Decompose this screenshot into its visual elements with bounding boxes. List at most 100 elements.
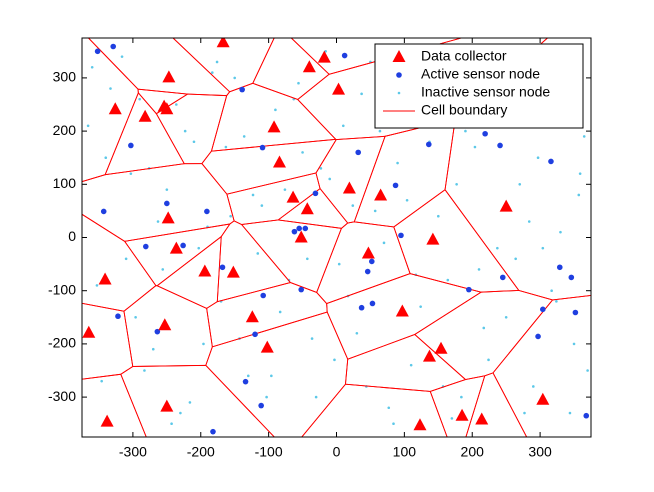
active-node <box>110 43 117 50</box>
active-node <box>556 264 563 271</box>
cell-boundary <box>429 375 486 437</box>
cell-boundary <box>82 163 235 242</box>
inactive-node <box>251 193 255 197</box>
inactive-node <box>518 183 522 186</box>
data-collector <box>395 304 409 317</box>
inactive-node <box>120 55 124 58</box>
cell-boundary <box>252 38 330 100</box>
inactive-node <box>256 252 260 255</box>
inactive-node <box>482 326 486 330</box>
inactive-node <box>192 140 196 144</box>
inactive-node <box>165 188 169 191</box>
inactive-node <box>306 257 309 261</box>
inactive-node <box>197 246 201 250</box>
inactive-node <box>246 374 250 378</box>
data-collector <box>267 120 281 133</box>
active-node <box>398 232 404 239</box>
inactive-node <box>523 411 526 415</box>
data-collector <box>413 418 427 431</box>
inactive-node <box>568 411 572 415</box>
active-node <box>548 158 554 165</box>
inactive-node <box>527 220 531 223</box>
inactive-node <box>86 124 90 128</box>
active-node <box>392 182 399 189</box>
cell-boundary <box>277 187 349 229</box>
inactive-node <box>156 220 160 223</box>
legend-symbol <box>397 91 401 95</box>
inactive-node <box>170 422 173 426</box>
active-node <box>302 225 309 232</box>
inactive-node <box>477 268 481 271</box>
cell-boundary <box>492 294 591 437</box>
legend-box <box>374 43 584 129</box>
data-collector <box>272 155 286 168</box>
cell-boundary <box>120 364 275 437</box>
cell-boundary <box>414 289 554 381</box>
inactive-node <box>297 81 300 85</box>
inactive-node <box>104 156 108 159</box>
data-collector <box>216 38 230 48</box>
inactive-node <box>138 97 141 101</box>
inactive-node <box>301 151 304 154</box>
inactive-node <box>183 129 187 133</box>
inactive-node <box>143 369 146 372</box>
active-node <box>583 412 590 419</box>
inactive-node <box>179 411 182 415</box>
inactive-node <box>446 278 450 282</box>
active-node <box>94 48 101 55</box>
data-collector <box>108 102 122 115</box>
inactive-node <box>405 198 409 202</box>
data-collector <box>169 241 183 254</box>
data-collector <box>245 310 259 323</box>
inactive-node <box>437 214 440 218</box>
data-collector <box>317 50 331 63</box>
inactive-node <box>559 230 562 234</box>
cell-boundary <box>216 220 292 303</box>
data-collector <box>426 232 440 245</box>
active-node <box>535 333 541 340</box>
inactive-node <box>260 204 264 207</box>
inactive-node <box>355 331 359 335</box>
active-node <box>115 313 121 320</box>
data-collector <box>499 199 513 212</box>
inactive-node <box>419 305 422 308</box>
inactive-node <box>202 342 205 346</box>
cell-boundary <box>82 373 147 437</box>
cell-boundary <box>344 333 467 392</box>
y-tick-label: 100 <box>53 175 77 191</box>
inactive-node <box>224 145 228 149</box>
data-collector <box>286 190 300 203</box>
data-collector <box>82 325 96 338</box>
cell-boundary <box>393 189 520 293</box>
data-collector <box>160 399 174 412</box>
data-collector <box>302 60 316 73</box>
cell-boundary <box>206 282 328 348</box>
inactive-node <box>487 358 490 362</box>
inactive-node <box>328 177 332 181</box>
inactive-node <box>265 395 268 399</box>
inactive-node <box>242 135 246 138</box>
active-node <box>369 300 376 307</box>
data-collector <box>138 109 152 122</box>
legend-label: Inactive sensor node <box>421 84 550 100</box>
active-node <box>540 306 546 313</box>
active-node <box>291 228 298 235</box>
y-tick-label: -100 <box>48 281 76 297</box>
plot-area <box>82 38 591 437</box>
inactive-node <box>134 316 137 319</box>
y-tick-label: -300 <box>48 388 76 404</box>
cell-boundary <box>301 383 448 437</box>
cell-boundary <box>82 302 134 380</box>
cell-boundary <box>240 219 343 293</box>
inactive-node <box>582 135 586 138</box>
inactive-node <box>324 50 327 53</box>
inactive-node <box>283 188 287 191</box>
active-node <box>499 274 506 281</box>
inactive-node <box>586 369 589 372</box>
cell-boundary <box>123 223 231 287</box>
inactive-node <box>396 161 399 165</box>
inactive-node <box>95 284 99 287</box>
active-node <box>364 268 371 275</box>
data-collector <box>342 181 356 194</box>
data-collector <box>434 341 448 354</box>
